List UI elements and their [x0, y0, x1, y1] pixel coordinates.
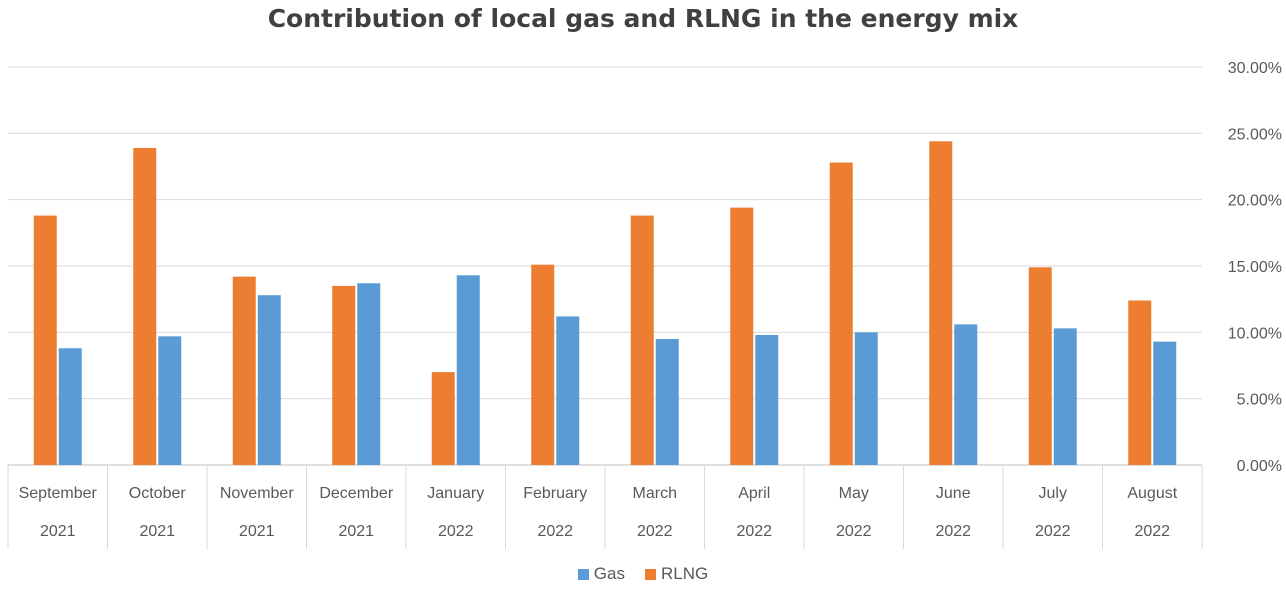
x-tick-label: 2022 — [1035, 523, 1071, 540]
y-tick-label: 10.00% — [1228, 325, 1282, 342]
bar-rlng — [531, 264, 555, 465]
bar-gas — [1053, 328, 1077, 465]
y-tick-label: 5.00% — [1237, 392, 1282, 409]
bar-gas — [58, 348, 82, 465]
bar-rlng — [630, 215, 654, 465]
bar-rlng — [431, 372, 455, 465]
bar-rlng — [232, 276, 256, 465]
bar-rlng — [332, 285, 356, 465]
x-tick-label: May — [839, 485, 869, 502]
legend-label-gas: Gas — [593, 564, 625, 583]
x-tick-label: 2022 — [438, 523, 474, 540]
y-tick-label: 30.00% — [1228, 60, 1282, 77]
bar-gas — [556, 316, 580, 465]
x-tick-label: January — [427, 485, 484, 502]
x-tick-label: September — [19, 485, 98, 502]
bar-rlng — [1128, 300, 1152, 465]
x-tick-label: April — [738, 485, 770, 502]
chart-title: Contribution of local gas and RLNG in th… — [267, 4, 1019, 33]
legend-item-rlng: RLNG — [644, 564, 709, 584]
x-tick-label: 2022 — [1134, 523, 1170, 540]
y-tick-label: 20.00% — [1228, 193, 1282, 210]
bar-rlng — [133, 147, 157, 465]
y-tick-label: 0.00% — [1237, 458, 1282, 475]
x-tick-label: 2022 — [637, 523, 673, 540]
bar-gas — [954, 324, 978, 465]
legend-label-rlng: RLNG — [660, 564, 709, 583]
legend-item-gas: Gas — [577, 564, 625, 584]
x-tick-label: February — [523, 485, 587, 502]
bar-gas — [257, 295, 281, 465]
bar-gas — [755, 334, 779, 465]
bar-rlng — [1028, 267, 1052, 465]
legend-swatch-gas — [577, 568, 589, 580]
x-tick-label: October — [129, 485, 187, 502]
bar-rlng — [829, 162, 853, 465]
bar-rlng — [730, 207, 754, 466]
x-tick-label: July — [1039, 485, 1067, 502]
x-tick-label: 2021 — [139, 523, 175, 540]
x-tick-label: 2022 — [736, 523, 772, 540]
x-tick-label: 2022 — [935, 523, 971, 540]
y-tick-label: 15.00% — [1228, 259, 1282, 276]
x-tick-label: March — [633, 485, 677, 502]
x-tick-label: 2021 — [40, 523, 76, 540]
x-tick-label: December — [319, 485, 393, 502]
bar-rlng — [33, 215, 57, 465]
bar-gas — [854, 332, 878, 465]
bar-gas — [357, 283, 381, 465]
legend-swatch-rlng — [644, 568, 656, 580]
bar-gas — [456, 275, 480, 465]
x-tick-label: August — [1127, 485, 1177, 502]
x-tick-label: 2021 — [338, 523, 374, 540]
bar-gas — [158, 336, 182, 465]
bar-gas — [1153, 341, 1177, 465]
x-tick-label: 2021 — [239, 523, 275, 540]
x-tick-label: 2022 — [836, 523, 872, 540]
chart-legend: Gas RLNG — [0, 564, 1286, 584]
x-tick-label: 2022 — [537, 523, 573, 540]
x-tick-label: November — [220, 485, 294, 502]
bar-gas — [655, 338, 679, 465]
y-tick-label: 25.00% — [1228, 126, 1282, 143]
bar-rlng — [929, 141, 953, 465]
x-tick-label: June — [936, 485, 971, 502]
